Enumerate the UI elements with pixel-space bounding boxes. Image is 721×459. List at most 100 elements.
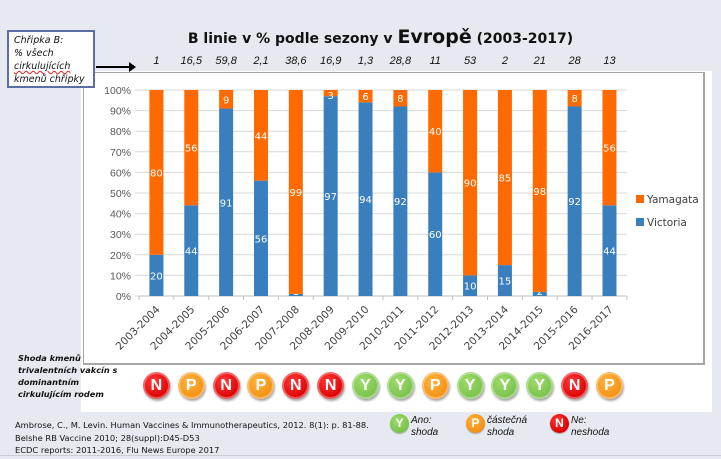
y-tick-label: 100% [104, 85, 131, 97]
legend-label: částečná [487, 415, 528, 426]
y-tick-label: 70% [110, 147, 131, 159]
bar-yamagata [288, 90, 303, 294]
data-label: 15 [499, 277, 512, 288]
circulating-percent-value: 2 [501, 55, 508, 67]
match-note: Shoda kmenů trivalentních vakcín s domin… [18, 353, 118, 399]
bar-victoria [219, 108, 234, 296]
no-match-badge-icon: N [142, 372, 170, 399]
reference-line: Ambrose, C., M. Levin. Human Vaccines & … [15, 420, 369, 430]
legend-label: Ne: [571, 415, 587, 426]
legend-label-victoria: Victoria [647, 217, 687, 229]
y-tick-label: 0% [116, 291, 131, 303]
bar-yamagata [219, 90, 234, 109]
arrow-icon [96, 62, 136, 72]
references: Ambrose, C., M. Levin. Human Vaccines & … [15, 419, 369, 457]
bar-yamagata [463, 90, 478, 276]
yes-badge-icon: Y [390, 414, 409, 433]
y-tick-label: 30% [110, 229, 131, 241]
data-label: 3 [327, 91, 333, 102]
circulating-percent-value: 2,1 [253, 55, 269, 67]
y-tick-label: 80% [110, 126, 131, 138]
bar-yamagata [532, 90, 547, 292]
bar-victoria [602, 205, 617, 296]
partial-match-badge-icon: P [247, 372, 275, 399]
no-match-badge-icon: N [212, 372, 240, 399]
data-label: 2 [537, 287, 543, 298]
no-match-badge-icon: N [282, 372, 310, 399]
bar-yamagata [358, 90, 373, 103]
bar-victoria [253, 180, 268, 296]
data-label: 44 [185, 247, 198, 258]
circulating-percent-value: 1,3 [357, 55, 374, 67]
legend-swatch-victoria [636, 218, 644, 226]
bar-yamagata [428, 90, 443, 173]
partial-match-badge-icon: P [421, 372, 449, 399]
circulating-percent-value: 28,8 [389, 55, 412, 67]
match-badge-icon: Y [386, 372, 414, 399]
legend-label: shoda [487, 427, 515, 438]
callout-line: kmenů chřipky [14, 74, 85, 85]
title-prefix: B linie v % podle sezony v [187, 31, 398, 47]
circulating-percent-value: 1 [153, 55, 160, 67]
no-match-badge-icon: N [561, 372, 589, 399]
data-label: 56 [185, 144, 198, 155]
data-label: 8 [571, 94, 577, 105]
divider [0, 455, 721, 456]
bar-yamagata [393, 90, 408, 107]
legend-label: shoda [411, 427, 439, 438]
data-label: 44 [603, 247, 616, 258]
callout-line: Chřipka B: [14, 35, 64, 46]
legend-label: Ano: [411, 415, 432, 426]
chart-title: B linie v % podle sezony v Evropě (2003-… [0, 26, 721, 48]
legend-label: neshoda [571, 427, 610, 438]
callout-box: Chřipka B: % všech cirkulujících kmenů c… [7, 30, 95, 88]
y-tick-label: 90% [110, 106, 131, 118]
circulating-percent-value: 53 [463, 55, 477, 67]
data-label: 40 [429, 127, 442, 138]
bar-yamagata [567, 90, 582, 107]
callout-line: % všech [14, 48, 54, 59]
data-label: 90 [464, 179, 477, 190]
data-label: 44 [255, 131, 268, 142]
y-tick-label: 40% [110, 209, 131, 221]
data-label: 85 [499, 174, 512, 185]
y-tick-label: 20% [110, 250, 131, 262]
bar-yamagata [323, 90, 338, 97]
data-label: 10 [464, 282, 477, 293]
data-label: 94 [359, 195, 372, 206]
partial-match-badge-icon: P [595, 372, 623, 399]
match-badge-icon: Y [491, 372, 519, 399]
data-label: 9 [223, 95, 229, 106]
data-label: 97 [324, 192, 337, 203]
match-badge-icon: Y [456, 372, 484, 399]
circulating-percent-value: 16,9 [319, 55, 342, 67]
data-label: 56 [603, 144, 616, 155]
bar-victoria [323, 96, 338, 297]
title-years: (2003-2017) [471, 31, 574, 47]
data-label: 99 [289, 188, 302, 199]
bar-yamagata [602, 90, 617, 206]
match-badge-icon: Y [352, 372, 380, 399]
data-label: 56 [255, 234, 268, 245]
legend-swatch-yamagata [636, 195, 644, 203]
no-match-badge-icon: N [317, 372, 345, 399]
no-badge-icon: N [550, 414, 569, 433]
circulating-percent-value: 13 [603, 55, 616, 67]
data-label: 91 [220, 198, 233, 209]
data-label: 80 [150, 168, 163, 179]
reference-line: ECDC reports: 2011-2016, Flu News Europe… [15, 445, 220, 455]
bar-yamagata [253, 90, 268, 181]
bar-victoria [463, 275, 478, 296]
reference-line: Belshe RB Vaccine 2010; 28(suppl):D45-D5… [15, 432, 200, 443]
bar-victoria [532, 291, 547, 296]
bar-victoria [567, 106, 582, 296]
bar-yamagata [149, 90, 164, 255]
bar-victoria [184, 205, 199, 296]
bar-victoria [358, 102, 373, 296]
partial-match-badge-icon: P [177, 372, 205, 399]
bar-victoria [149, 254, 164, 296]
circulating-percent-value: 16,5 [180, 55, 202, 67]
match-badge-icon: Y [526, 372, 554, 399]
bar-victoria [288, 293, 303, 296]
